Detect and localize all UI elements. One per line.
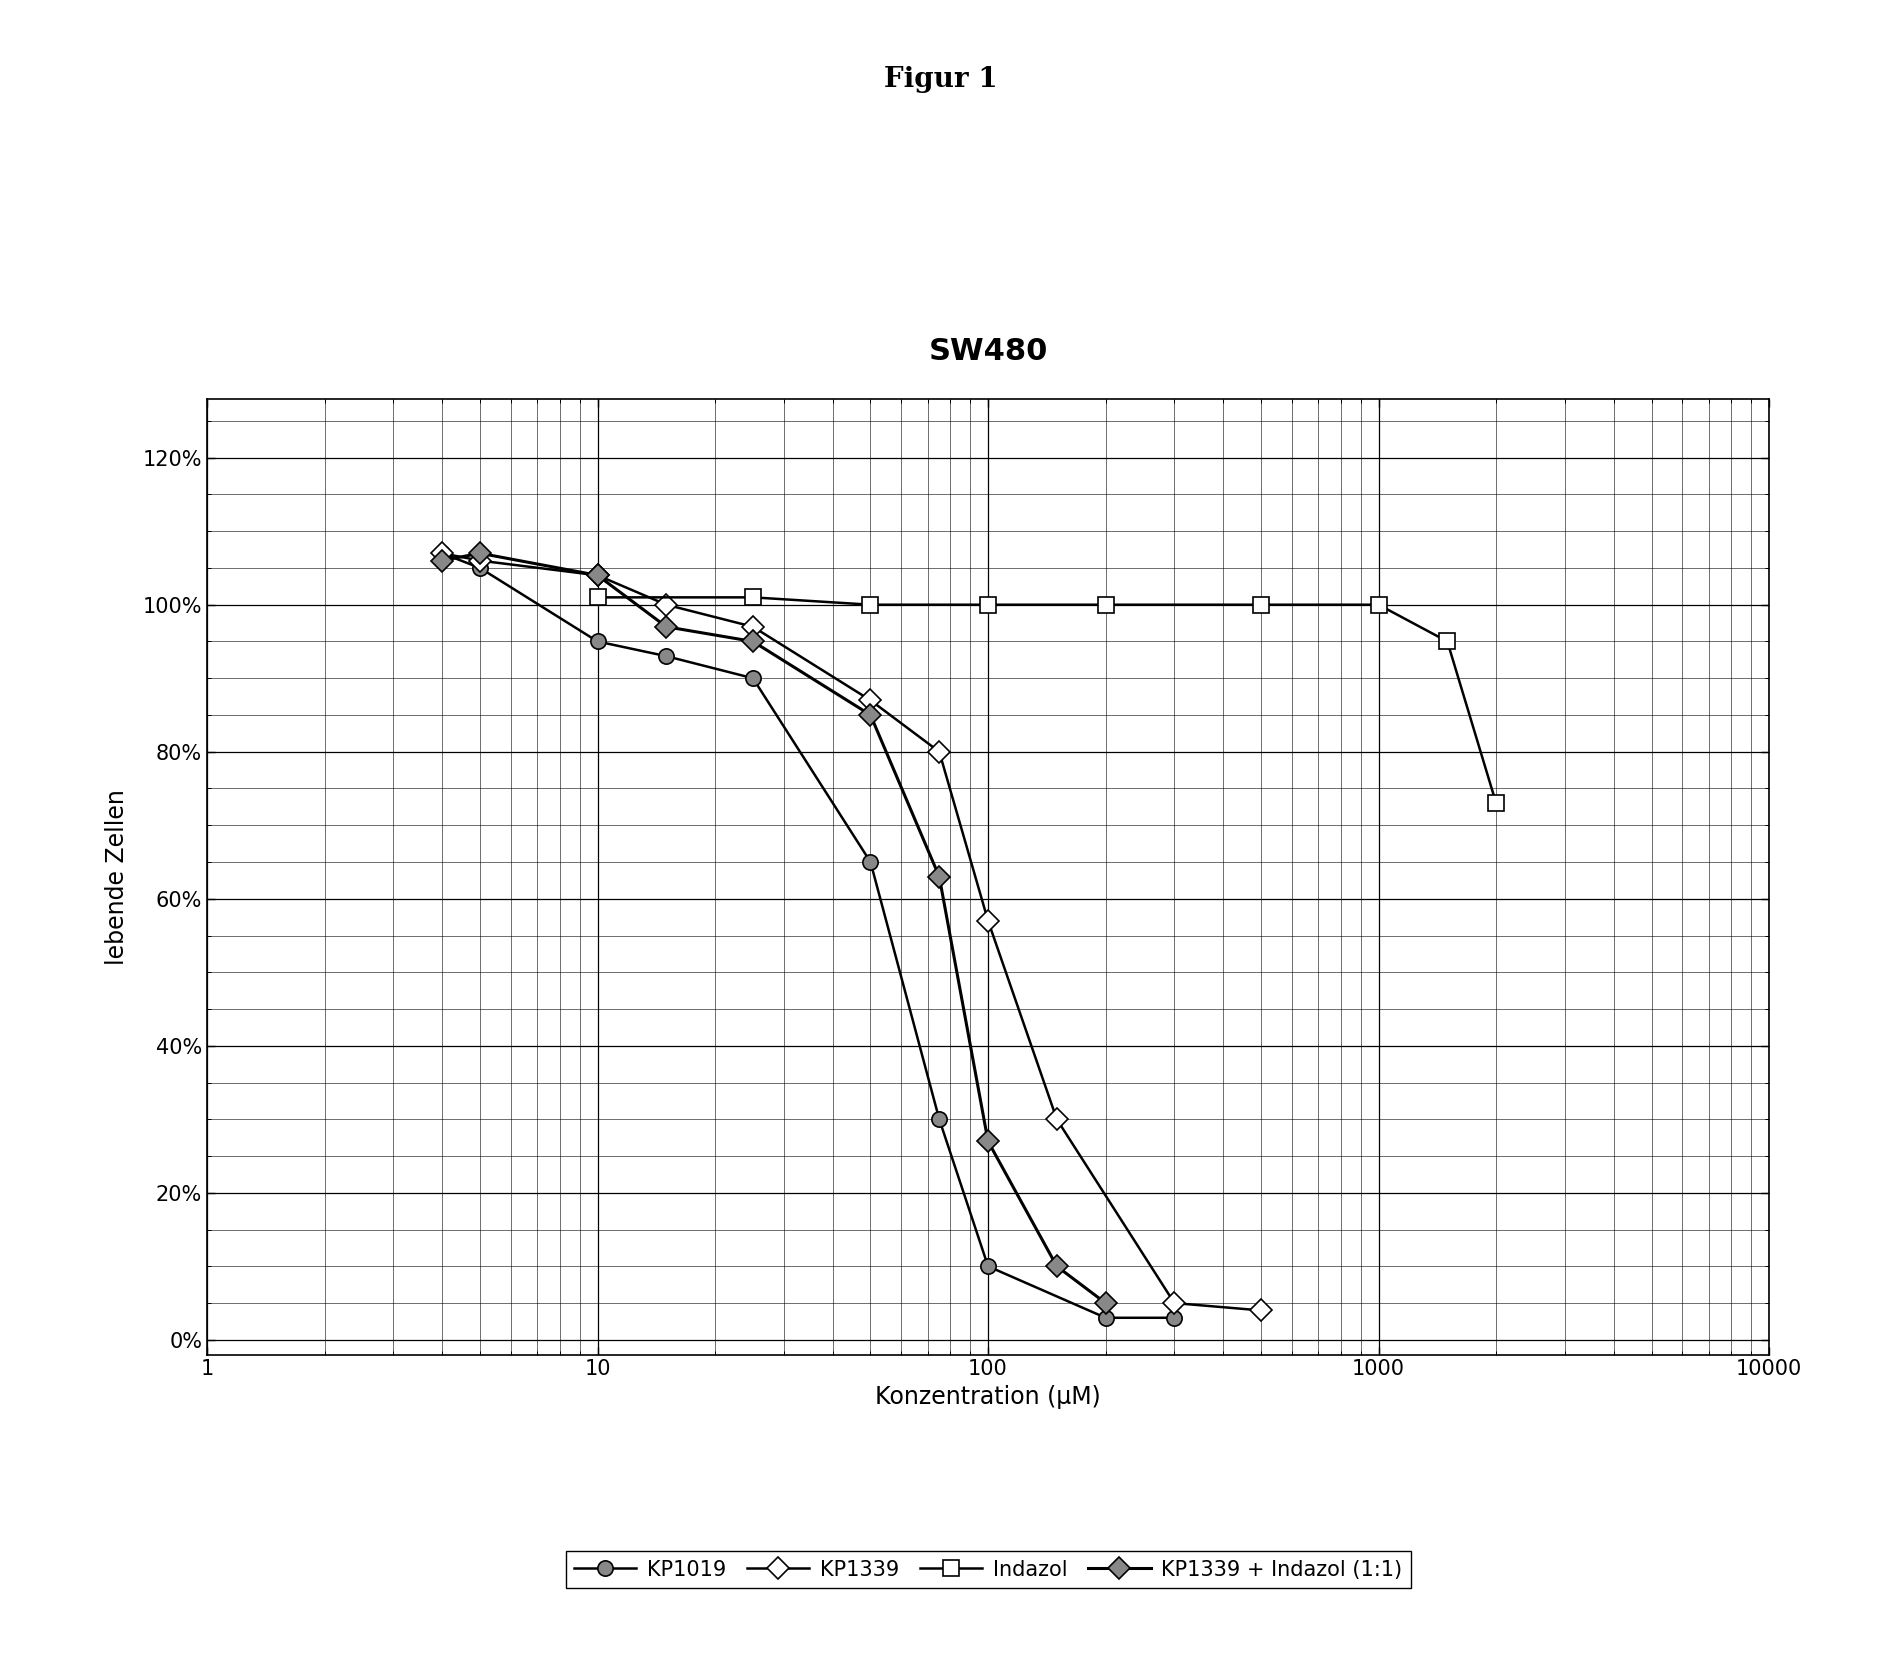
KP1339 bbox=[1046, 1109, 1069, 1128]
KP1339 + Indazol (1:1) bbox=[977, 1132, 999, 1152]
KP1019 bbox=[1163, 1308, 1186, 1328]
Y-axis label: lebende Zellen: lebende Zellen bbox=[105, 789, 128, 964]
Indazol bbox=[1250, 595, 1272, 615]
Line: KP1339: KP1339 bbox=[435, 545, 1268, 1318]
Line: KP1019: KP1019 bbox=[435, 545, 1182, 1325]
KP1019 bbox=[742, 668, 764, 688]
KP1019 bbox=[1093, 1308, 1116, 1328]
KP1339 bbox=[1250, 1300, 1272, 1320]
KP1339 + Indazol (1:1) bbox=[469, 543, 491, 563]
Indazol bbox=[1485, 793, 1507, 813]
Line: KP1339 + Indazol (1:1): KP1339 + Indazol (1:1) bbox=[435, 545, 1114, 1311]
KP1339 + Indazol (1:1) bbox=[431, 550, 454, 570]
KP1339 bbox=[860, 690, 883, 710]
KP1339 + Indazol (1:1) bbox=[1046, 1256, 1069, 1276]
KP1019 bbox=[431, 543, 454, 563]
Indazol bbox=[585, 587, 608, 607]
KP1339 + Indazol (1:1) bbox=[860, 705, 883, 725]
KP1339 + Indazol (1:1) bbox=[928, 868, 950, 888]
KP1339 bbox=[431, 543, 454, 563]
X-axis label: Konzentration (μM): Konzentration (μM) bbox=[875, 1384, 1101, 1409]
KP1339 bbox=[928, 741, 950, 761]
KP1339 + Indazol (1:1) bbox=[655, 617, 678, 637]
KP1339 bbox=[977, 911, 999, 931]
Legend: KP1019, KP1339, Indazol, KP1339 + Indazol (1:1): KP1019, KP1339, Indazol, KP1339 + Indazo… bbox=[565, 1551, 1412, 1587]
Line: Indazol: Indazol bbox=[589, 590, 1504, 811]
KP1019 bbox=[860, 853, 883, 873]
KP1019 bbox=[469, 558, 491, 578]
Indazol bbox=[1093, 595, 1116, 615]
Indazol bbox=[977, 595, 999, 615]
KP1339 bbox=[469, 550, 491, 570]
KP1339 + Indazol (1:1) bbox=[742, 632, 764, 652]
Title: SW480: SW480 bbox=[928, 337, 1048, 366]
KP1339 + Indazol (1:1) bbox=[1093, 1293, 1116, 1313]
KP1019 bbox=[977, 1256, 999, 1276]
Indazol bbox=[742, 587, 764, 607]
Text: Figur 1: Figur 1 bbox=[885, 66, 997, 93]
KP1019 bbox=[585, 632, 608, 652]
KP1019 bbox=[655, 647, 678, 666]
KP1339 bbox=[742, 617, 764, 637]
KP1339 bbox=[585, 565, 608, 585]
Indazol bbox=[1366, 595, 1389, 615]
KP1339 + Indazol (1:1) bbox=[585, 565, 608, 585]
KP1339 bbox=[655, 595, 678, 615]
Indazol bbox=[1436, 632, 1459, 652]
Indazol bbox=[860, 595, 883, 615]
KP1339 bbox=[1163, 1293, 1186, 1313]
KP1019 bbox=[928, 1109, 950, 1128]
